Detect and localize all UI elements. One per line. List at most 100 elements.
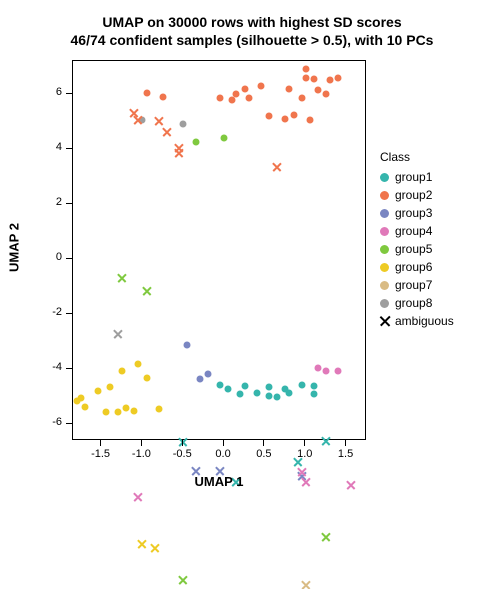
y-tick-label: 2 [56, 196, 62, 208]
cross-icon [380, 317, 389, 326]
x-tick-label: -0.5 [167, 448, 197, 460]
data-point [118, 274, 126, 282]
data-point [237, 391, 244, 398]
data-point [204, 370, 211, 377]
data-point [315, 365, 322, 372]
data-point [106, 384, 113, 391]
y-tick-label: -4 [52, 361, 62, 373]
y-tick-label: 0 [56, 251, 62, 263]
data-point [179, 438, 187, 446]
data-point [184, 341, 191, 348]
data-point [175, 149, 183, 157]
data-point [217, 381, 224, 388]
dot-icon [380, 281, 389, 290]
data-point [192, 139, 199, 146]
y-tick [66, 148, 72, 149]
data-point [196, 376, 203, 383]
data-point [245, 95, 252, 102]
chart-title-line1: UMAP on 30000 rows with highest SD score… [0, 14, 504, 30]
dot-icon [380, 263, 389, 272]
data-point [159, 93, 166, 100]
dot-icon [380, 173, 389, 182]
data-point [233, 91, 240, 98]
x-tick [345, 440, 346, 446]
data-point [94, 388, 101, 395]
x-tick-label: 1.5 [331, 448, 361, 460]
data-point [143, 287, 151, 295]
chart-container: UMAP on 30000 rows with highest SD score… [0, 0, 504, 504]
y-tick [66, 93, 72, 94]
data-point [143, 374, 150, 381]
y-tick [66, 313, 72, 314]
dot-icon [380, 227, 389, 236]
legend-item: group5 [380, 242, 432, 256]
data-point [151, 544, 159, 552]
x-tick-label: 1.0 [290, 448, 320, 460]
data-point [302, 581, 310, 589]
x-tick-label: 0.0 [208, 448, 238, 460]
data-point [179, 576, 187, 584]
data-point [78, 395, 85, 402]
data-point [298, 381, 305, 388]
data-point [298, 95, 305, 102]
data-point [302, 74, 309, 81]
y-tick [66, 258, 72, 259]
y-tick [66, 423, 72, 424]
legend-label: group1 [395, 170, 432, 184]
legend-item: group7 [380, 278, 432, 292]
data-point [241, 85, 248, 92]
data-point [253, 389, 260, 396]
data-point [225, 385, 232, 392]
x-tick-label: -1.5 [86, 448, 116, 460]
dot-icon [380, 299, 389, 308]
legend-label: group3 [395, 206, 432, 220]
data-point [221, 135, 228, 142]
data-point [327, 77, 334, 84]
legend-item: group8 [380, 296, 432, 310]
data-point [180, 121, 187, 128]
data-point [335, 367, 342, 374]
x-tick [100, 440, 101, 446]
data-point [302, 66, 309, 73]
y-tick-label: 6 [56, 86, 62, 98]
y-tick-label: -6 [52, 416, 62, 428]
data-point [143, 89, 150, 96]
data-point [155, 406, 162, 413]
data-point [135, 360, 142, 367]
y-tick [66, 368, 72, 369]
data-point [217, 95, 224, 102]
data-point [134, 116, 142, 124]
legend-label: group6 [395, 260, 432, 274]
data-point [266, 392, 273, 399]
y-tick-label: -2 [52, 306, 62, 318]
x-tick [304, 440, 305, 446]
data-point [323, 91, 330, 98]
data-point [273, 163, 281, 171]
data-point [114, 409, 121, 416]
y-axis-label: UMAP 2 [7, 198, 22, 298]
data-point [282, 115, 289, 122]
data-point [163, 128, 171, 136]
y-tick-label: 4 [56, 141, 62, 153]
legend-item: group3 [380, 206, 432, 220]
data-point [310, 382, 317, 389]
data-point [155, 117, 163, 125]
dot-icon [380, 191, 389, 200]
chart-title-line2: 46/74 confident samples (silhouette > 0.… [0, 32, 504, 48]
data-point [310, 391, 317, 398]
data-point [286, 389, 293, 396]
dot-icon [380, 245, 389, 254]
legend-label: group2 [395, 188, 432, 202]
legend-title: Class [380, 150, 410, 164]
legend-label: group8 [395, 296, 432, 310]
data-point [134, 493, 142, 501]
data-point [114, 330, 122, 338]
data-point [266, 384, 273, 391]
data-point [241, 382, 248, 389]
x-tick-label: -1.0 [126, 448, 156, 460]
data-point [266, 113, 273, 120]
legend-item: group6 [380, 260, 432, 274]
legend-item: ambiguous [380, 314, 454, 328]
data-point [82, 403, 89, 410]
x-tick [223, 440, 224, 446]
